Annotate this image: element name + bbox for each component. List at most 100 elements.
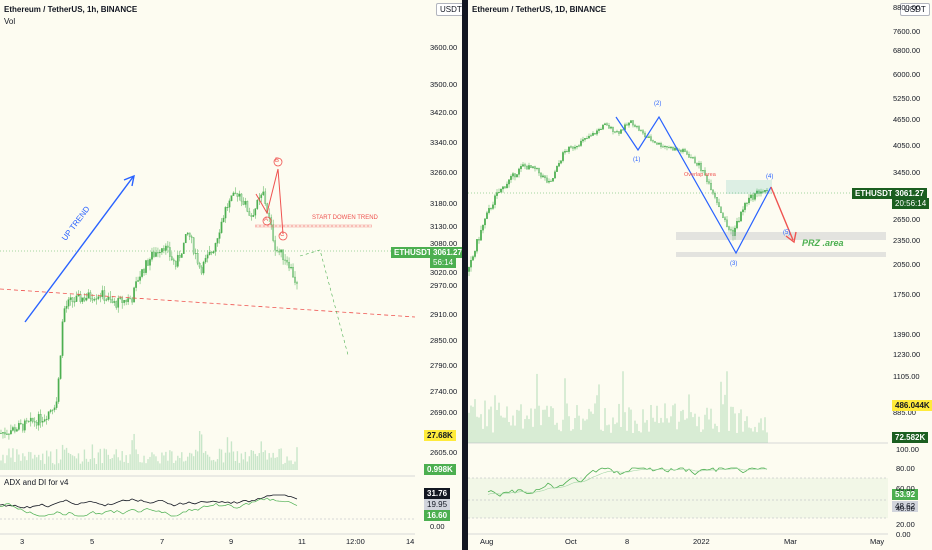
candle-body [484,218,486,226]
di-minus-value: 19.95 [424,499,451,510]
candle-body [666,146,668,148]
volume-bar [682,409,684,443]
volume-bar [620,426,622,443]
y-tick-label: 6000.00 [893,70,921,79]
candle-body [690,157,692,159]
volume-bar [151,452,153,470]
volume-bar [143,455,145,470]
volume-bar [660,417,662,443]
volume-bar [748,427,750,443]
candle-body [147,260,149,266]
candle-body [522,164,524,167]
volume-bar [694,413,696,443]
volume-bar [198,431,201,470]
left-chart-panel[interactable]: Ethereum / TetherUS, 1h, BINANCE Vol USD… [0,0,462,550]
candle-body [264,191,267,204]
candle-body [99,296,102,298]
volume-bar [572,429,574,443]
candle-body [292,267,294,278]
volume-bar [135,449,137,470]
volume-bar [214,461,217,470]
candle-body [538,167,540,174]
volume-bar [141,462,143,470]
volume-bar [552,408,554,443]
x-tick-label: 9 [229,537,234,546]
candle-body [718,202,720,208]
candle-body [137,280,139,282]
y-tick-label: 3260.00 [430,168,458,177]
volume-bar [294,461,296,470]
volume-bar [222,462,225,470]
y-tick-label: 3080.00 [430,239,458,248]
candle-body [246,201,249,212]
candle-body [290,267,292,269]
volume-bar [470,405,472,443]
candle-body [131,298,133,303]
volume-bar [538,405,540,443]
volume-bar [276,457,278,470]
volume-bar [490,406,492,443]
candle-body [288,261,290,269]
candle-body [508,179,510,185]
volume-bar [189,452,191,470]
candle-body [682,149,684,152]
candle-body [224,207,227,219]
candle-body [57,378,60,402]
candle-body [149,259,151,266]
volume-bar [530,408,532,443]
candle-body [103,290,106,301]
volume-bar [732,406,734,443]
volume-bar [99,448,102,470]
volume-bar [494,395,496,443]
candle-body [542,175,544,178]
left-currency-button[interactable]: USDT [436,3,462,16]
candle-body [161,248,163,253]
volume-bar [580,429,582,443]
volume-bar [484,400,486,443]
volume-bar [730,406,732,443]
overlap-zone [726,180,772,194]
osc-tick-label: 60.00 [896,484,915,493]
candle-body [570,146,572,148]
candle-body [14,427,16,432]
candle-body [704,170,706,176]
x-tick-label: Aug [480,537,494,546]
candle-body [566,151,568,153]
candle-body [722,212,724,218]
volume-bar [618,403,620,443]
volume-bar [714,423,716,443]
volume-bar [159,463,161,470]
wave-3-label: (3) [730,261,738,267]
volume-bar [586,419,588,443]
candle-body [67,299,70,307]
candle-body [494,195,496,205]
wave-b-circle [273,157,283,167]
panel-divider[interactable] [462,0,468,550]
candle-body [8,433,10,435]
right-chart-panel[interactable]: Ethereum / TetherUS, 1D, BINANCE USDT 88… [468,0,932,550]
y-tick-label: 2690.00 [430,408,458,417]
candle-body [210,251,213,254]
candle-body [4,432,6,435]
volume-bar [726,371,728,443]
volume-bar [700,431,702,443]
volume-bar [103,448,105,470]
volume-bar [528,419,530,443]
candle-body [744,203,746,210]
candle-body [274,240,276,251]
candle-body [39,414,42,423]
volume-bar [568,416,570,443]
volume-bar [534,408,536,443]
candle-body [576,146,578,148]
candle-body [468,267,470,272]
volume-bar [758,422,760,443]
candle-body [472,256,474,261]
right-currency-button[interactable]: USDT [900,3,930,16]
volume-bar [127,462,129,470]
y-tick-label: 2650.00 [893,215,921,224]
candle-body [606,123,608,126]
volume-bar [616,422,618,443]
volume-bar [290,460,292,470]
candle-body [702,170,704,172]
volume-bar [506,406,508,443]
